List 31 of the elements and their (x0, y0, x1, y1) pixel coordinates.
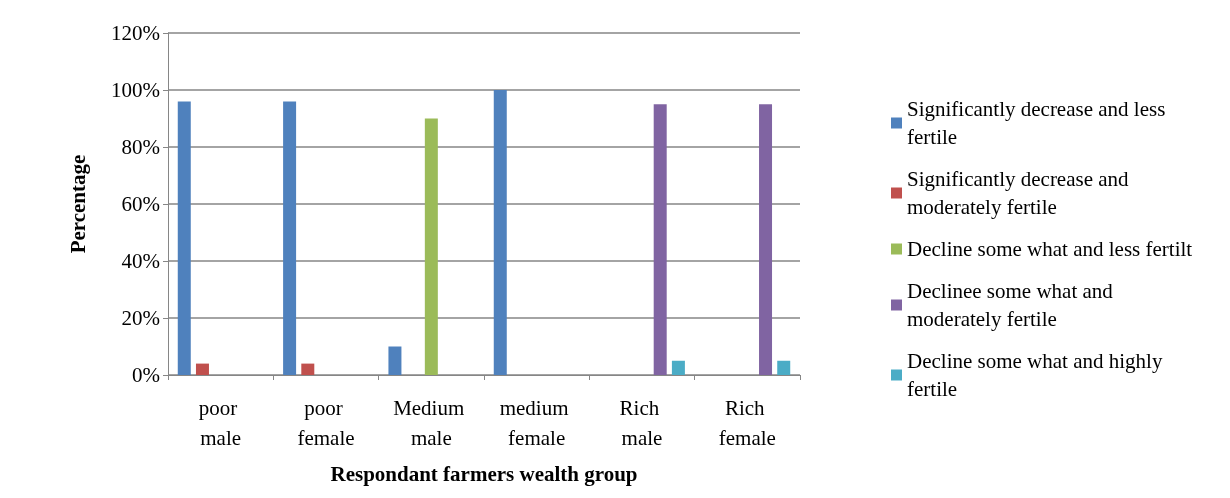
x-tick-label: Rich female (718, 396, 776, 450)
y-tick-label: 80% (121, 135, 160, 159)
y-tick-label: 40% (121, 249, 160, 273)
legend-label: Decline some what and highly fertile (907, 349, 1168, 401)
y-axis-title: Percentage (65, 154, 90, 254)
y-tick-label: 60% (121, 192, 160, 216)
bar (301, 363, 315, 375)
bar (777, 360, 791, 375)
legend-label: Declinee some what and moderately fertile (907, 279, 1119, 331)
x-tick-label: poor male (198, 396, 243, 450)
legend-label: Significantly decrease and moderately fertile (907, 167, 1134, 219)
bar (388, 346, 402, 375)
y-tick-label: 120% (111, 21, 160, 45)
x-axis-title: Respondant farmers wealth group (330, 461, 638, 486)
x-tick-label: Medium male (393, 396, 470, 450)
y-tick-label: 20% (121, 306, 160, 330)
bar (177, 101, 191, 375)
bar (493, 90, 507, 375)
bar (653, 104, 667, 375)
legend-label: Significantly decrease and less fertile (907, 97, 1171, 149)
y-tick-label: 0% (132, 363, 160, 387)
x-tick-label: Rich male (619, 396, 665, 450)
x-tick-label: medium female (499, 396, 574, 450)
bar (195, 363, 209, 375)
bar (759, 104, 773, 375)
y-tick-label: 100% (111, 78, 160, 102)
bar (283, 101, 297, 375)
bar (671, 360, 685, 375)
bar (424, 118, 438, 375)
x-tick-label: poor female (297, 396, 355, 450)
legend-label: Decline some what and less fertilt (907, 237, 1193, 261)
